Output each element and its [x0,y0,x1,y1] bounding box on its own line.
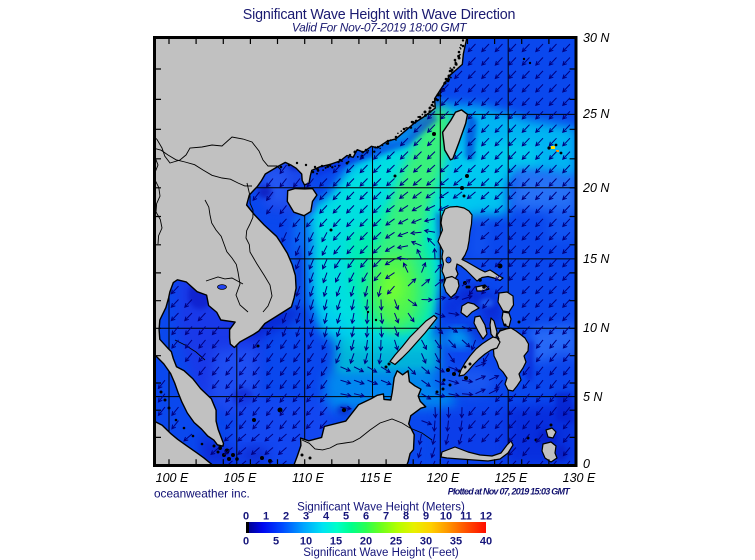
svg-text:0: 0 [243,511,249,523]
svg-text:40: 40 [480,536,492,548]
svg-text:Significant Wave Height (Meter: Significant Wave Height (Meters) [297,502,465,514]
svg-text:12: 12 [480,511,492,523]
svg-text:Significant Wave Height with W: Significant Wave Height with Wave Direct… [243,7,516,23]
svg-text:30: 30 [420,536,432,548]
svg-text:130 E: 130 E [563,471,596,485]
svg-text:3: 3 [303,511,309,523]
svg-text:10 N: 10 N [583,321,610,335]
svg-text:10: 10 [440,511,452,523]
svg-text:5: 5 [273,536,279,548]
svg-text:20 N: 20 N [582,181,610,195]
svg-text:15 N: 15 N [583,252,610,266]
svg-text:105 E: 105 E [224,471,257,485]
svg-text:9: 9 [423,511,429,523]
svg-text:0: 0 [243,536,249,548]
svg-text:35: 35 [450,536,462,548]
svg-text:6: 6 [363,511,369,523]
svg-text:7: 7 [383,511,389,523]
svg-text:100 E: 100 E [156,471,189,485]
svg-text:1: 1 [263,511,269,523]
svg-text:15: 15 [330,536,342,548]
svg-text:10: 10 [300,536,312,548]
svg-text:125 E: 125 E [495,471,528,485]
svg-text:25 N: 25 N [582,107,610,121]
svg-text:5: 5 [343,511,349,523]
svg-text:110 E: 110 E [292,471,324,485]
svg-text:115 E: 115 E [360,471,392,485]
svg-text:2: 2 [283,511,289,523]
svg-text:5 N: 5 N [583,390,603,404]
svg-text:20: 20 [360,536,372,548]
svg-text:11: 11 [460,511,472,523]
svg-text:8: 8 [403,511,409,523]
svg-text:25: 25 [390,536,402,548]
svg-text:oceanweather inc.: oceanweather inc. [154,487,250,501]
svg-text:0: 0 [583,457,590,471]
svg-text:Valid For Nov-07-2019 18:00 GM: Valid For Nov-07-2019 18:00 GMT [292,21,468,35]
svg-text:Plotted at Nov 07, 2019 15:03: Plotted at Nov 07, 2019 15:03 GMT [448,487,572,497]
svg-text:4: 4 [323,511,330,523]
svg-text:120 E: 120 E [427,471,460,485]
svg-text:30 N: 30 N [583,31,610,45]
svg-text:Significant Wave Height (Feet): Significant Wave Height (Feet) [303,547,459,559]
